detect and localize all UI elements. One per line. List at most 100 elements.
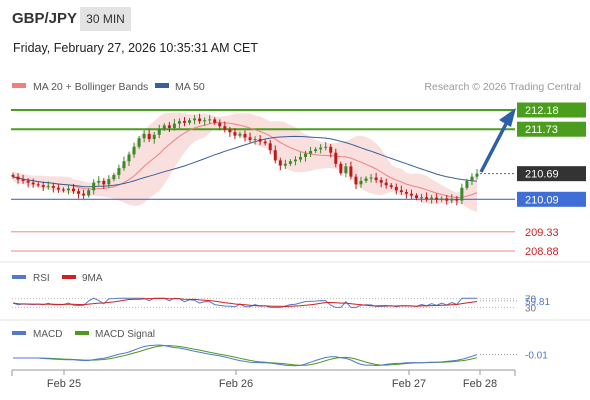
candle-body (87, 190, 91, 196)
level-tag-210.69: 210.69 (525, 169, 559, 181)
x-tick-label-2: Feb 27 (392, 378, 426, 390)
candle-body (344, 166, 348, 174)
candle-body (319, 147, 323, 150)
forecast-arrow-head (499, 108, 516, 127)
candle-body (167, 125, 171, 128)
candle-body (36, 184, 40, 186)
macd-legend-swatch (12, 331, 26, 335)
level-tags: 212.18 211.73 210.69 210.09 209.33 208.88 (517, 102, 586, 258)
candle-body (31, 182, 35, 185)
ma50-legend-label: MA 50 (175, 81, 205, 93)
rsi-legend-label: RSI (33, 273, 50, 284)
candle-body (107, 179, 111, 185)
candle-body (354, 176, 358, 185)
candle-body (339, 163, 343, 174)
level-tag-210.09: 210.09 (525, 194, 559, 206)
candle-body (414, 195, 418, 199)
ma50-legend-swatch (155, 83, 169, 88)
candle-body (102, 180, 106, 185)
candle-body (334, 152, 338, 164)
candle-body (97, 180, 101, 183)
candle-body (66, 188, 70, 191)
candle-body (273, 150, 277, 161)
candle-body (425, 197, 429, 199)
candle-body (172, 123, 176, 128)
candle-body (137, 138, 141, 147)
x-tick-label-3: Feb 28 (463, 378, 497, 390)
rsi-ma-line (12, 297, 478, 308)
candle-body (309, 151, 313, 154)
candle-body (349, 166, 353, 177)
candle-body (440, 198, 444, 200)
candle-body (127, 154, 131, 162)
candle-body (364, 178, 368, 181)
macd-legend-label: MACD (33, 329, 62, 340)
candle-body (435, 197, 439, 200)
price-levels (11, 109, 515, 252)
rsi-ma-legend-swatch (62, 275, 76, 279)
candle-body (218, 122, 222, 127)
timeframe-badge[interactable]: 30 MIN (80, 7, 131, 31)
candle-body (404, 192, 408, 194)
level-tag-208.88: 208.88 (525, 246, 559, 258)
candle-body (430, 197, 434, 199)
candle-body (26, 180, 30, 183)
rsi-tick-70: 70 (525, 295, 537, 306)
candle-body (117, 168, 121, 175)
level-tag-bg (517, 166, 586, 182)
candle-body (77, 191, 81, 194)
bollinger-bands (13, 112, 477, 212)
macd-signal-legend-swatch (75, 331, 89, 335)
credit-label: Research © 2026 Trading Central (424, 81, 581, 93)
candle-body (460, 187, 464, 201)
candle-body (253, 139, 257, 141)
candle-body (298, 157, 302, 160)
candle-body (379, 180, 383, 183)
candle-body (112, 174, 116, 180)
moving-averages (12, 121, 478, 199)
candle-body (223, 126, 227, 130)
datetime-label: Friday, February 27, 2026 10:35:31 AM CE… (13, 41, 259, 55)
forecast-arrow-shaft (479, 121, 509, 173)
candle-body (157, 128, 161, 135)
candle-body (450, 198, 454, 201)
candle-body (475, 173, 479, 177)
candle-body (142, 133, 146, 139)
candle-body (324, 146, 328, 148)
candle-body (263, 141, 267, 144)
rsi-ma-legend-label: 9MA (82, 273, 103, 284)
ma50-line (12, 135, 478, 188)
candle-body (465, 180, 469, 188)
ma20-line (12, 121, 478, 199)
candle-body (132, 146, 136, 155)
macd-signal-legend-label: MACD Signal (95, 329, 155, 340)
candle-body (293, 159, 297, 162)
x-ticks: Feb 25 Feb 26 Feb 27 Feb 28 (47, 370, 497, 390)
candle-body (56, 187, 60, 190)
candle-body (16, 176, 20, 180)
candle-body (92, 182, 96, 191)
candle-body (384, 182, 388, 186)
candle-body (72, 188, 76, 192)
level-tag-209.33: 209.33 (525, 227, 559, 239)
level-tag-212.18: 212.18 (525, 105, 559, 117)
candle-body (329, 146, 333, 153)
candle-body (147, 133, 151, 140)
ma20-legend-label: MA 20 + Bollinger Bands (33, 81, 148, 93)
candle-body (208, 119, 212, 121)
candle-body (198, 118, 202, 122)
candle-body (420, 197, 424, 199)
candle-body (182, 121, 186, 123)
rsi-legend-swatch (12, 275, 26, 279)
candle-body (283, 163, 287, 166)
candle-body (278, 160, 282, 166)
candle-body (314, 149, 318, 152)
ma20-legend-swatch (12, 83, 26, 88)
x-tick-label-1: Feb 26 (219, 378, 253, 390)
candle-body (46, 186, 50, 188)
rsi-last-value: 59.81 (525, 297, 550, 308)
candle-body (359, 180, 363, 185)
